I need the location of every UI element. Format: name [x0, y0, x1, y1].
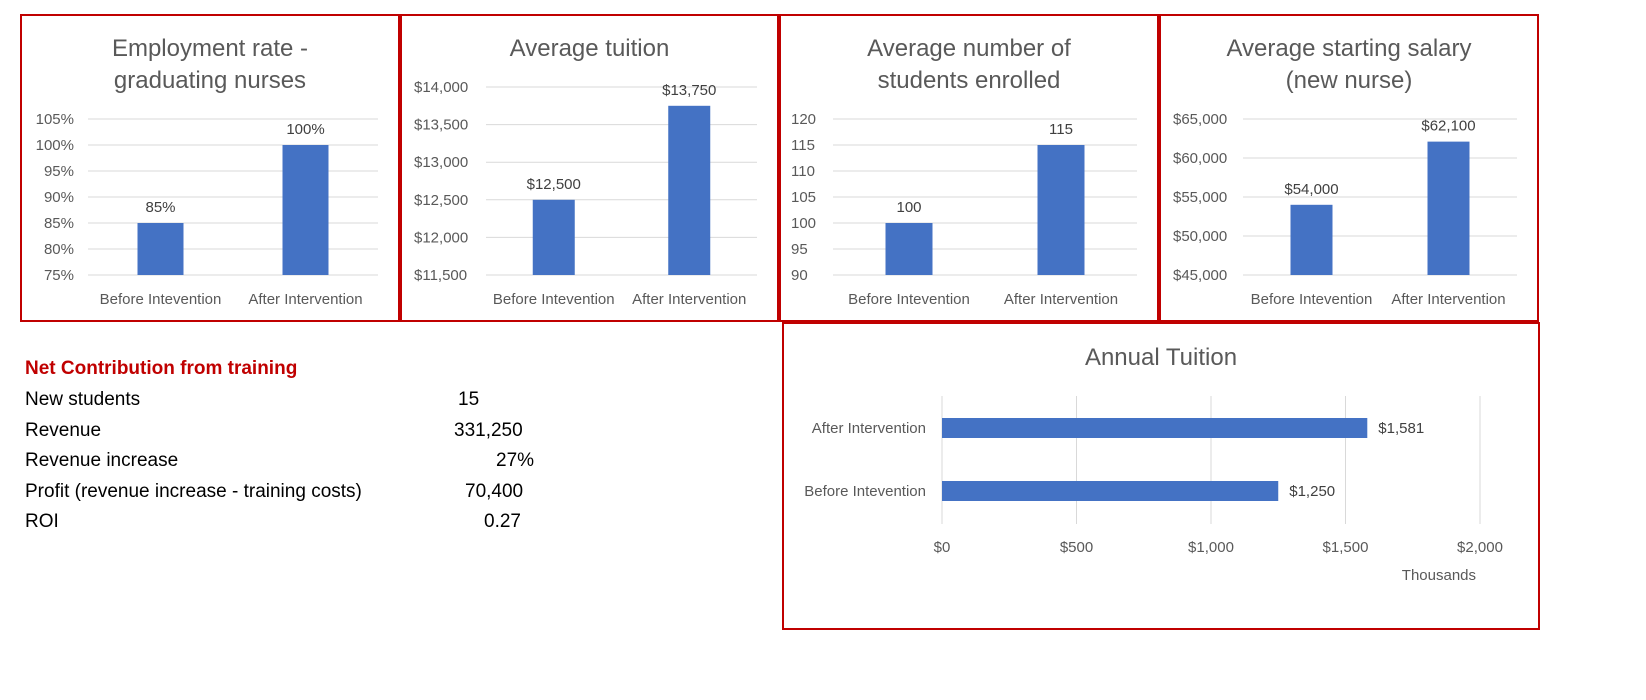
y-tick-label: $13,000	[414, 154, 468, 171]
table-row: ROI 0.27	[25, 511, 585, 542]
y-tick-label: 100	[791, 215, 816, 232]
category-label: Before Intevention	[493, 291, 615, 308]
y-tick-label: 75%	[44, 267, 74, 284]
data-label: $1,250	[1289, 483, 1335, 500]
y-tick-label: 95%	[44, 163, 74, 180]
row-label: Revenue increase	[25, 450, 179, 471]
table-row: Profit (revenue increase - training cost…	[25, 481, 585, 512]
chart-title: Employment rate -	[112, 35, 308, 62]
data-label: 85%	[145, 199, 175, 216]
average-tuition-chart: Average tuition $11,500 $12,000 $12,500 $13,…	[400, 14, 779, 322]
chart-title: students enrolled	[878, 67, 1061, 94]
bar	[1290, 204, 1333, 275]
data-label: $13,750	[662, 82, 716, 99]
x-tick-label: $1,500	[1323, 539, 1369, 556]
y-tick-label: $50,000	[1173, 228, 1227, 245]
bar	[942, 418, 1368, 438]
row-value: 331,250	[454, 419, 523, 441]
y-tick-label: 90%	[44, 189, 74, 206]
y-tick-label: 90	[791, 267, 808, 284]
data-label: 115	[1049, 121, 1073, 138]
y-tick-label: 110	[791, 163, 815, 180]
row-label: New students	[25, 389, 141, 410]
bar	[1427, 141, 1470, 275]
category-label: After Intervention	[1391, 291, 1505, 308]
annual-tuition-chart-svg: Annual Tuition $0 $500 $1,000 $1,500 $2,000 Th…	[804, 344, 1503, 584]
bar	[1037, 145, 1085, 275]
chart-title: Average number of	[867, 35, 1071, 62]
y-tick-label: $11,500	[414, 267, 467, 284]
x-tick-label: $0	[934, 539, 951, 556]
category-label: Before Intevention	[1251, 291, 1373, 308]
y-tick-label: $13,500	[414, 117, 468, 134]
y-tick-label: 105	[791, 189, 816, 206]
row-label: ROI	[25, 511, 59, 532]
category-label: After Intervention	[632, 291, 746, 308]
y-tick-label: $65,000	[1173, 111, 1227, 128]
data-label: 100	[896, 199, 921, 216]
annual-tuition-chart: Annual Tuition $0 $500 $1,000 $1,500 $2,000 Th…	[782, 322, 1540, 630]
category-label: Before Intevention	[100, 291, 222, 308]
x-tick-label: $2,000	[1457, 539, 1503, 556]
chart-title: Average tuition	[510, 35, 670, 62]
y-tick-label: $45,000	[1173, 267, 1227, 284]
category-label: After Intervention	[1004, 291, 1118, 308]
y-tick-label: 120	[791, 111, 816, 128]
net-contribution-table: Net Contribution from training New stude…	[25, 358, 585, 542]
y-tick-label: $12,000	[414, 229, 468, 246]
x-tick-label: $1,000	[1188, 539, 1234, 556]
category-label: Before Intevention	[848, 291, 970, 308]
employment-rate-chart-svg: Employment rate - graduating nurses 75% 80%…	[36, 35, 378, 308]
data-label: 100%	[286, 121, 324, 138]
table-row: Revenue increase 27%	[25, 450, 585, 481]
y-tick-label: 105%	[36, 111, 74, 128]
row-value: 0.27	[484, 511, 521, 532]
bar	[668, 105, 711, 275]
chart-title: (new nurse)	[1286, 67, 1413, 94]
average-tuition-chart-svg: Average tuition $11,500 $12,000 $12,500 $13,…	[414, 35, 757, 308]
net-contribution-heading: Net Contribution from training	[25, 358, 298, 379]
bar	[532, 199, 575, 275]
category-label: After Intervention	[812, 420, 926, 437]
y-tick-label: 80%	[44, 241, 74, 258]
row-value: 15	[458, 389, 480, 410]
chart-title: graduating nurses	[114, 67, 306, 94]
y-tick-label: $55,000	[1173, 189, 1227, 206]
y-tick-label: $12,500	[414, 192, 468, 209]
y-tick-label: $14,000	[414, 79, 468, 96]
table-row: Revenue 331,250	[25, 420, 585, 451]
students-enrolled-chart-svg: Average number of students enrolled 90 95 10…	[791, 35, 1137, 308]
y-tick-label: 100%	[36, 137, 74, 154]
y-tick-label: 95	[791, 241, 808, 258]
x-tick-label: $500	[1060, 539, 1093, 556]
row-value: 70,400	[465, 480, 524, 502]
x-unit-label: Thousands	[1402, 567, 1476, 584]
row-value: 27%	[496, 450, 535, 471]
data-label: $1,581	[1378, 420, 1424, 437]
category-label: Before Intevention	[804, 483, 926, 500]
bar	[942, 481, 1279, 501]
y-tick-label: 115	[791, 137, 815, 154]
row-label: Revenue	[25, 419, 102, 441]
chart-title: Average starting salary	[1226, 35, 1471, 62]
bar	[282, 145, 329, 275]
y-tick-label: $60,000	[1173, 150, 1227, 167]
y-tick-label: 85%	[44, 215, 74, 232]
row-label: Profit (revenue increase - training cost…	[25, 480, 362, 502]
data-label: $62,100	[1421, 118, 1475, 135]
starting-salary-chart-svg: Average starting salary (new nurse) $45,00…	[1173, 35, 1517, 308]
data-label: $54,000	[1284, 181, 1338, 198]
bar	[137, 223, 184, 275]
data-label: $12,500	[527, 176, 581, 193]
students-enrolled-chart: Average number of students enrolled 90 95 10…	[779, 14, 1159, 322]
starting-salary-chart: Average starting salary (new nurse) $45,00…	[1159, 14, 1539, 322]
category-label: After Intervention	[248, 291, 362, 308]
employment-rate-chart: Employment rate - graduating nurses 75% 80%…	[20, 14, 400, 322]
chart-title: Annual Tuition	[1085, 344, 1237, 371]
bar	[885, 223, 933, 275]
table-row: New students 15	[25, 389, 585, 420]
